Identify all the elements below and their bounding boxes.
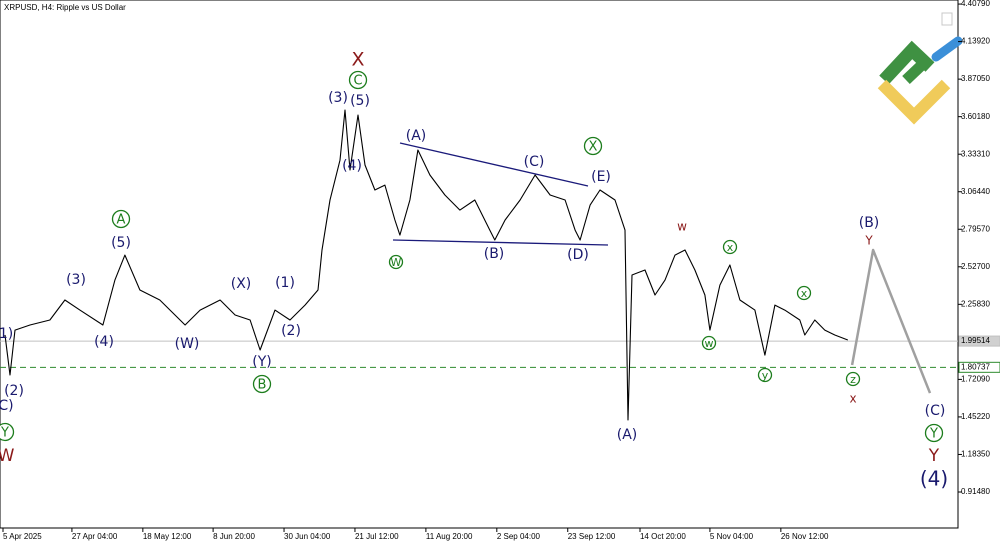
y-tick-label: 1.18350	[961, 450, 990, 459]
wave-circle	[845, 371, 861, 387]
y-tick-label: 4.40790	[961, 0, 990, 8]
wave-label: y	[762, 369, 769, 382]
logo-yellow	[877, 79, 951, 125]
wave-label: (D)	[567, 247, 589, 263]
logo	[877, 36, 963, 125]
wave-label: (E)	[591, 169, 611, 185]
wave-label: (1)	[275, 275, 295, 291]
x-tick-label: 8 Jun 20:00	[213, 532, 255, 541]
logo-green-bar	[902, 58, 929, 84]
wave-label: (A)	[406, 128, 427, 144]
wave-circle	[388, 254, 404, 270]
wave-label: (4)	[342, 158, 362, 174]
wave-label: (A)	[617, 427, 638, 443]
plot-area	[0, 0, 959, 529]
logo-blue	[931, 36, 963, 62]
y-tick-label: 3.87050	[961, 74, 990, 83]
trend-line	[399, 142, 589, 187]
wave-label: (Y)	[252, 354, 271, 370]
x-tick-label: 14 Oct 20:00	[640, 532, 686, 541]
wave-label: (3)	[328, 90, 348, 106]
wave-label: (2)	[4, 383, 24, 399]
wave-label: x	[727, 241, 734, 254]
price-label-box	[958, 335, 1000, 347]
wave-label: (C)	[925, 403, 946, 419]
x-tick-label: 23 Sep 12:00	[568, 532, 616, 541]
wave-label: Y	[0, 426, 9, 441]
wave-label: W	[391, 256, 402, 269]
y-tick-label: 0.91480	[961, 487, 990, 496]
wave-label: (B)	[859, 215, 880, 231]
y-tick-label: 2.79570	[961, 224, 990, 233]
wave-label: (3)	[66, 272, 86, 288]
wave-label: X	[589, 140, 598, 155]
wave-circle	[0, 422, 15, 442]
wave-label: Y	[864, 234, 873, 248]
y-tick-label: 2.25830	[961, 299, 990, 308]
x-tick-label: 2 Sep 04:00	[497, 532, 541, 541]
wave-circle	[701, 335, 717, 351]
price-label: 1.80737	[961, 362, 990, 371]
wave-label: w	[705, 337, 714, 350]
wave-circle	[252, 374, 272, 394]
price-line-series	[850, 248, 932, 394]
x-tick-label: 5 Apr 2025	[3, 532, 42, 541]
x-tick-label: 18 May 12:00	[143, 532, 192, 541]
x-tick-label: 5 Nov 04:00	[710, 532, 754, 541]
wave-circle	[111, 209, 131, 229]
wave-label: (5)	[350, 93, 370, 109]
wave-circle	[722, 239, 738, 255]
wave-label: B	[258, 378, 267, 393]
x-tick-label: 11 Aug 20:00	[426, 532, 473, 541]
price-line-series	[4, 109, 848, 421]
wave-label: (5)	[111, 235, 131, 251]
wave-label: (B)	[484, 246, 505, 262]
wave-label: x	[849, 392, 856, 406]
wave-label: 1)	[0, 326, 13, 342]
y-tick-label: 2.52700	[961, 262, 990, 271]
wave-label: w	[677, 220, 687, 234]
price-label: 1.99514	[961, 336, 990, 345]
toolbar-icon[interactable]	[941, 12, 953, 26]
y-tick-label: 3.06440	[961, 187, 990, 196]
wave-label: (X)	[231, 276, 252, 292]
wave-label: C)	[0, 398, 14, 414]
wave-label: X	[351, 49, 364, 71]
y-tick-label: 3.33310	[961, 149, 990, 158]
x-tick-label: 21 Jul 12:00	[355, 532, 399, 541]
wave-label: (C)	[524, 154, 545, 170]
wave-circle	[796, 285, 812, 301]
y-tick-label: 4.13920	[961, 37, 990, 46]
wave-label: (2)	[281, 323, 301, 339]
y-tick-label: 3.60180	[961, 112, 990, 121]
x-tick-label: 26 Nov 12:00	[781, 532, 829, 541]
wave-label: C	[353, 74, 362, 89]
wave-circle	[924, 423, 944, 443]
wave-label: x	[801, 287, 808, 300]
chart-title: XRPUSD, H4: Ripple vs US Dollar	[4, 3, 126, 12]
trend-line	[392, 239, 609, 246]
wave-label: Y	[928, 446, 940, 466]
wave-label: (W)	[175, 336, 200, 352]
wave-label: A	[117, 213, 126, 228]
x-tick-label: 27 Apr 04:00	[72, 532, 118, 541]
wave-label: (4)	[94, 334, 114, 350]
wave-label: W	[0, 446, 15, 466]
wave-circle	[348, 70, 368, 90]
wave-circle	[583, 136, 603, 156]
wave-label: Y	[929, 427, 938, 442]
y-tick-label: 1.45220	[961, 412, 990, 421]
price-label-box	[958, 361, 1000, 373]
wave-label: z	[850, 373, 856, 386]
y-tick-label: 1.72090	[961, 375, 990, 384]
wave-circle	[757, 367, 773, 383]
wave-label: (4)	[920, 467, 948, 491]
x-tick-label: 30 Jun 04:00	[284, 532, 331, 541]
